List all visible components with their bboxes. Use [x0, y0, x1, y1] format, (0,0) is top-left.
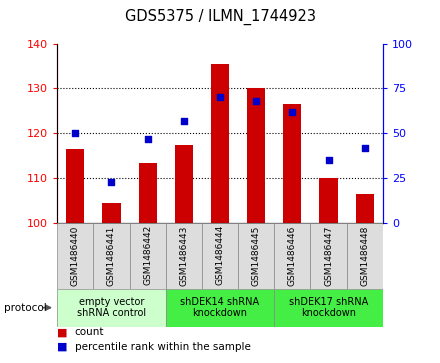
Text: percentile rank within the sample: percentile rank within the sample — [75, 342, 251, 352]
Text: GSM1486440: GSM1486440 — [71, 225, 80, 286]
FancyBboxPatch shape — [57, 289, 166, 327]
FancyBboxPatch shape — [311, 223, 347, 289]
Bar — [247, 89, 265, 223]
Point — [289, 109, 296, 115]
FancyBboxPatch shape — [202, 223, 238, 289]
Point — [144, 136, 151, 142]
FancyBboxPatch shape — [93, 223, 129, 289]
Bar — [66, 149, 84, 223]
Point — [361, 145, 368, 151]
FancyBboxPatch shape — [129, 223, 166, 289]
Text: shDEK17 shRNA
knockdown: shDEK17 shRNA knockdown — [289, 297, 368, 318]
Bar — [319, 178, 337, 223]
FancyBboxPatch shape — [238, 223, 274, 289]
FancyBboxPatch shape — [274, 223, 311, 289]
Point — [216, 94, 224, 100]
Text: GSM1486446: GSM1486446 — [288, 225, 297, 286]
Point — [72, 130, 79, 136]
Text: GSM1486445: GSM1486445 — [252, 225, 260, 286]
Text: GDS5375 / ILMN_1744923: GDS5375 / ILMN_1744923 — [125, 9, 315, 25]
Text: GSM1486447: GSM1486447 — [324, 225, 333, 286]
FancyBboxPatch shape — [57, 223, 93, 289]
FancyBboxPatch shape — [274, 289, 383, 327]
Text: shDEK14 shRNA
knockdown: shDEK14 shRNA knockdown — [180, 297, 260, 318]
Text: protocol: protocol — [4, 303, 47, 313]
Point — [108, 179, 115, 185]
FancyBboxPatch shape — [166, 289, 274, 327]
Bar — [139, 163, 157, 223]
FancyBboxPatch shape — [166, 223, 202, 289]
Text: GSM1486448: GSM1486448 — [360, 225, 369, 286]
Bar — [175, 144, 193, 223]
Text: count: count — [75, 327, 104, 337]
Bar — [211, 64, 229, 223]
Text: ■: ■ — [57, 342, 68, 352]
Text: GSM1486442: GSM1486442 — [143, 225, 152, 285]
Text: empty vector
shRNA control: empty vector shRNA control — [77, 297, 146, 318]
FancyBboxPatch shape — [347, 223, 383, 289]
Point — [253, 98, 260, 104]
Bar — [103, 203, 121, 223]
Text: GSM1486443: GSM1486443 — [180, 225, 188, 286]
Text: GSM1486441: GSM1486441 — [107, 225, 116, 286]
Bar — [283, 104, 301, 223]
Text: GSM1486444: GSM1486444 — [216, 225, 224, 285]
Bar — [356, 194, 374, 223]
Point — [180, 118, 187, 124]
Text: ■: ■ — [57, 327, 68, 337]
Point — [325, 158, 332, 163]
